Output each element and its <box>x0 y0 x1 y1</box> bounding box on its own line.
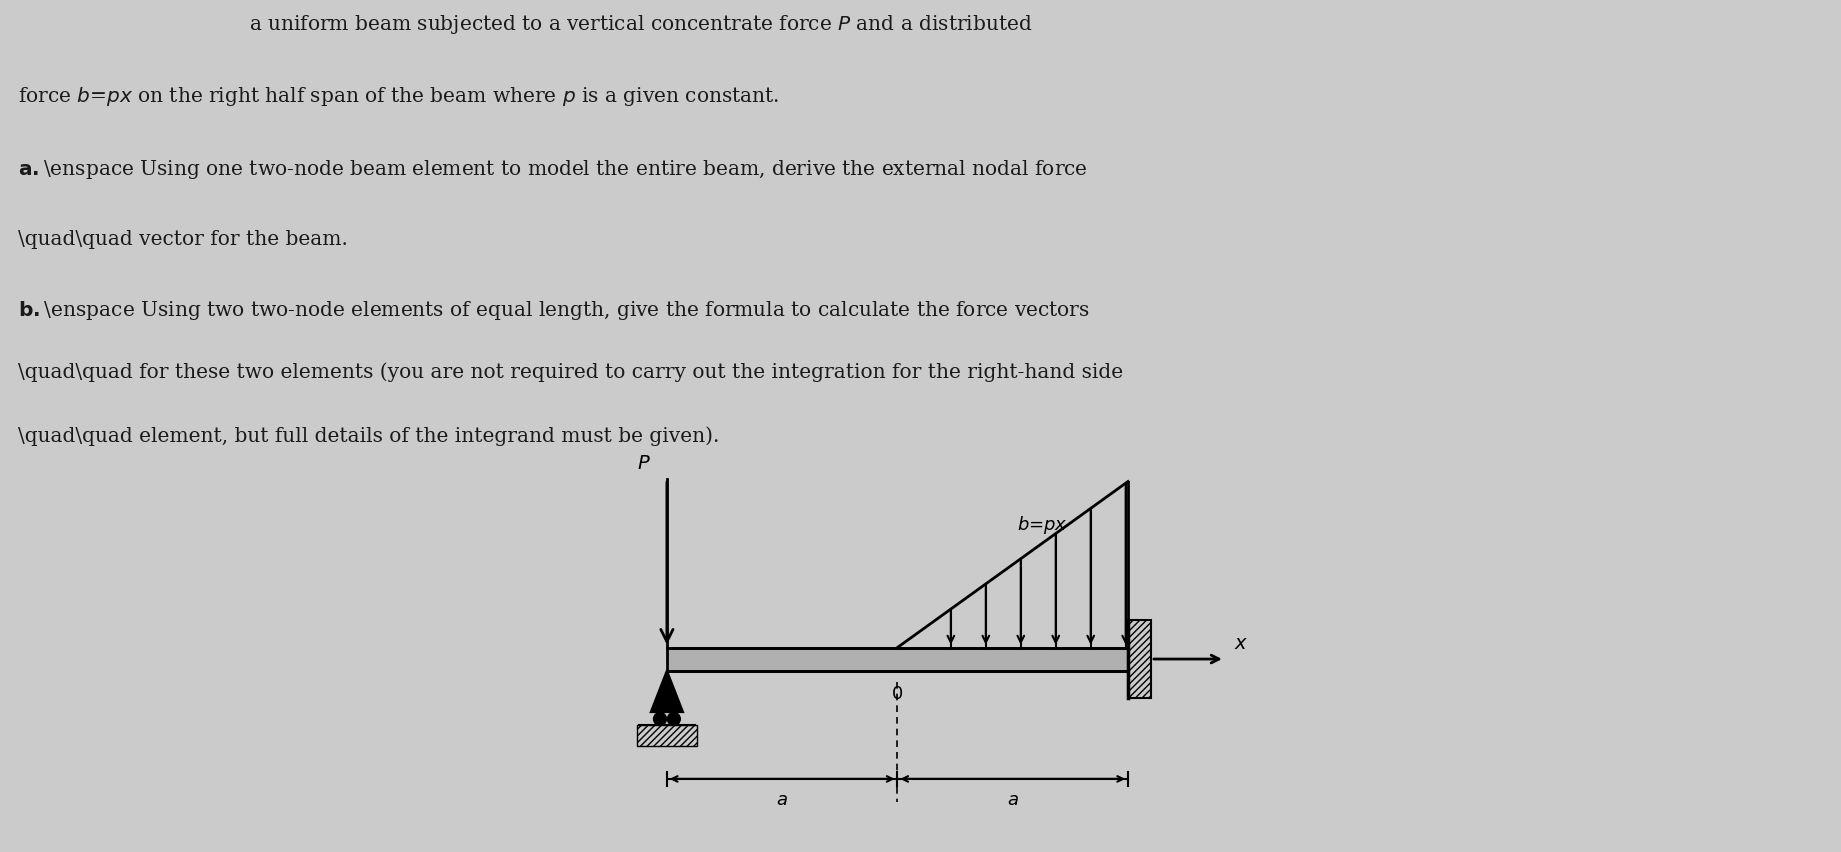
Polygon shape <box>666 648 1129 671</box>
Text: $a$: $a$ <box>1007 791 1018 809</box>
Text: $\mathbf{a.}$\enspace Using one two-node beam element to model the entire beam, : $\mathbf{a.}$\enspace Using one two-node… <box>18 158 1088 181</box>
Text: $\mathbf{b.}$\enspace Using two two-node elements of equal length, give the form: $\mathbf{b.}$\enspace Using two two-node… <box>18 298 1090 321</box>
Circle shape <box>668 712 681 726</box>
Text: $P$: $P$ <box>637 454 650 473</box>
Text: a uniform beam subjected to a vertical concentrate force $P$ and a distributed: a uniform beam subjected to a vertical c… <box>249 13 1033 36</box>
Circle shape <box>654 712 666 726</box>
Text: $b$=$px$: $b$=$px$ <box>1018 513 1068 535</box>
Text: $a$: $a$ <box>777 791 788 809</box>
Text: $x$: $x$ <box>1233 633 1248 653</box>
Text: force $b$=$px$ on the right half span of the beam where $p$ is a given constant.: force $b$=$px$ on the right half span of… <box>18 85 779 108</box>
Text: $0$: $0$ <box>891 685 904 703</box>
Polygon shape <box>650 671 683 712</box>
Text: \quad\quad for these two elements (you are not required to carry out the integra: \quad\quad for these two elements (you a… <box>18 362 1123 382</box>
Text: \quad\quad element, but full details of the integrand must be given).: \quad\quad element, but full details of … <box>18 426 720 446</box>
Text: \quad\quad vector for the beam.: \quad\quad vector for the beam. <box>18 230 348 249</box>
